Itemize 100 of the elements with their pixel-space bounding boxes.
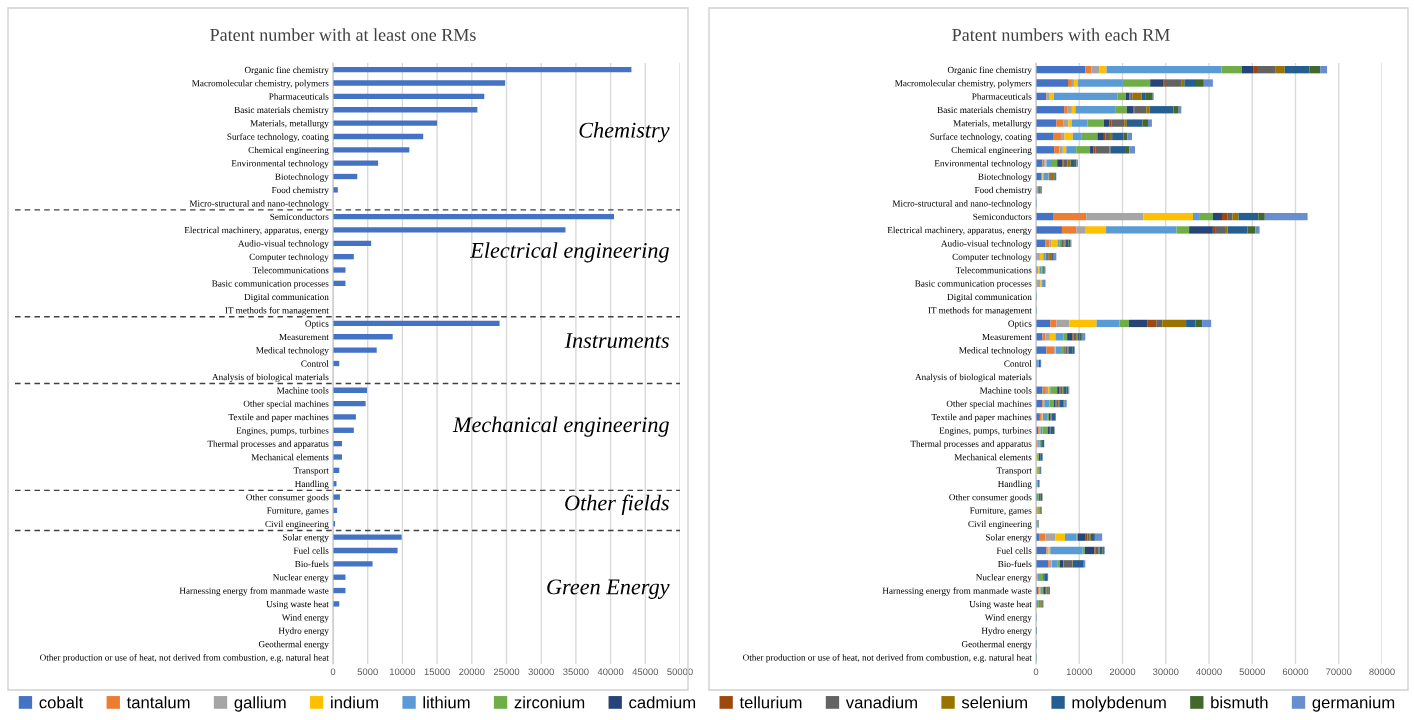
y-tick-label: Geothermal energy xyxy=(961,640,1032,650)
y-tick-label: Optics xyxy=(305,320,329,329)
y-tick-label: Thermal processes and apparatus xyxy=(207,440,329,449)
x-tick-label: 50000 xyxy=(667,668,693,676)
y-tick-label: Electrical machinery, apparatus, energy xyxy=(184,226,329,236)
y-tick-label: Environmental technology xyxy=(231,159,329,169)
y-tick-label: Wind energy xyxy=(984,614,1032,623)
y-tick-label: Food chemistry xyxy=(271,186,329,196)
y-tick-label: Basic communication processes xyxy=(211,280,329,289)
y-tick-label: Computer technology xyxy=(249,253,329,262)
y-tick-label: Audio-visual technology xyxy=(238,240,329,249)
legend-label: gallium xyxy=(234,696,286,712)
legend-label: cadmium xyxy=(629,696,696,709)
y-tick-label: Bio-fuels xyxy=(294,560,329,568)
x-tick-label: 50000 xyxy=(1239,668,1266,676)
chart-title: Patent numbers with each RM xyxy=(952,28,1170,41)
x-tick-label: 40000 xyxy=(597,668,624,676)
legend-label: indium xyxy=(331,696,378,709)
annotation: Other fields xyxy=(565,494,669,515)
y-tick-label: Digital communication xyxy=(947,293,1032,302)
legend-label: cobalt xyxy=(39,696,84,709)
y-tick-label: Analysis of biological materials xyxy=(915,373,1032,383)
x-tick-label: 70000 xyxy=(1326,668,1352,676)
y-tick-label: Mechanical elements xyxy=(251,453,329,461)
y-tick-label: Electrical machinery, apparatus, energy xyxy=(887,226,1032,236)
legend-label: zirconium xyxy=(514,696,585,709)
chart-title: Patent number with at least one RMs xyxy=(210,28,476,41)
y-tick-label: Organic fine chemistry xyxy=(947,66,1032,75)
y-tick-label: Wind energy xyxy=(281,614,329,623)
y-tick-label: Semiconductors xyxy=(270,213,329,220)
y-tick-label: Medical technology xyxy=(959,346,1032,356)
x-tick-label: 30000 xyxy=(528,668,554,676)
y-tick-label: Environmental technology xyxy=(934,159,1032,169)
x-tick-label: 15000 xyxy=(424,668,450,676)
y-tick-label: Geothermal energy xyxy=(258,640,329,650)
y-tick-label: Telecommunications xyxy=(955,266,1032,274)
y-tick-label: Civil engineering xyxy=(968,520,1032,529)
y-tick-label: Bio-fuels xyxy=(997,560,1032,568)
y-tick-label: Biotechnology xyxy=(275,173,329,182)
y-tick-label: Digital communication xyxy=(244,293,329,302)
y-tick-label: Surface technology, coating xyxy=(227,133,329,142)
x-tick-label: 25000 xyxy=(493,668,520,676)
y-tick-label: Micro-structural and nano-technology xyxy=(892,200,1032,209)
y-tick-label: Hydro energy xyxy=(981,627,1032,636)
y-tick-label: Furniture, games xyxy=(969,507,1032,516)
legend-label: molybdenum xyxy=(1072,696,1166,712)
y-tick-label: Mechanical elements xyxy=(954,453,1032,461)
y-tick-label: Optics xyxy=(1008,320,1032,329)
x-tick-label: 80000 xyxy=(1369,668,1395,676)
x-tick-label: 10000 xyxy=(1066,668,1093,676)
annotation: Green Energy xyxy=(547,579,670,599)
y-tick-label: Machine tools xyxy=(979,387,1032,394)
y-tick-label: Engines, pumps, turbines xyxy=(939,427,1032,436)
y-tick-label: Civil engineering xyxy=(265,520,329,529)
y-tick-label: Nuclear energy xyxy=(273,574,329,583)
y-tick-label: Textile and paper machines xyxy=(228,413,329,423)
y-tick-label: Chemical engineering xyxy=(951,146,1032,155)
y-tick-label: Engines, pumps, turbines xyxy=(236,427,329,436)
annotation: Instruments xyxy=(564,333,669,349)
y-tick-label: Surface technology, coating xyxy=(930,133,1032,142)
legend-label: tellurium xyxy=(739,696,802,709)
y-tick-label: Computer technology xyxy=(952,253,1032,262)
x-tick-label: 35000 xyxy=(563,668,589,676)
y-tick-label: Control xyxy=(301,360,329,367)
y-tick-label: Handling xyxy=(294,480,329,489)
y-tick-label: Fuel cells xyxy=(996,547,1032,554)
y-tick-label: Other consumer goods xyxy=(246,493,329,503)
y-tick-label: Telecommunications xyxy=(252,266,329,274)
y-tick-label: Using waste heat xyxy=(266,600,329,610)
y-tick-label: Materials, metallurgy xyxy=(953,119,1032,129)
x-tick-label: 60000 xyxy=(1282,668,1309,676)
y-tick-label: Solar energy xyxy=(283,533,329,543)
x-tick-label: 0 xyxy=(330,668,336,676)
y-tick-label: Furniture, games xyxy=(266,507,329,516)
y-tick-label: IT methods for management xyxy=(225,306,329,316)
y-tick-label: Machine tools xyxy=(276,387,329,394)
x-tick-label: 0 xyxy=(1033,668,1039,676)
y-tick-label: IT methods for management xyxy=(928,306,1032,316)
legend-label: selenium xyxy=(961,696,1027,709)
legend-label: vanadium xyxy=(845,696,917,709)
y-tick-label: Harnessing energy from manmade waste xyxy=(179,587,329,596)
y-tick-label: Transport xyxy=(996,467,1032,476)
legend-label: lithium xyxy=(423,696,470,709)
y-tick-label: Materials, metallurgy xyxy=(250,119,329,129)
y-tick-label: Measurement xyxy=(982,333,1032,341)
y-tick-label: Pharmaceuticals xyxy=(269,93,329,100)
y-tick-label: Other special machines xyxy=(243,400,329,409)
y-tick-label: Micro-structural and nano-technology xyxy=(189,200,329,209)
legend-label: tantalum xyxy=(126,696,190,709)
y-tick-label: Chemical engineering xyxy=(248,146,329,155)
x-tick-label: 10000 xyxy=(389,668,416,676)
y-tick-label: Organic fine chemistry xyxy=(244,66,329,75)
y-tick-label: Other production or use of heat, not derived from combustion, e.g. natural heat xyxy=(743,654,1032,663)
y-tick-label: Analysis of biological materials xyxy=(212,373,329,383)
annotation: Chemistry xyxy=(579,122,670,143)
y-tick-label: Pharmaceuticals xyxy=(972,93,1032,100)
annotation: Mechanical engineering xyxy=(452,416,669,437)
y-tick-label: Macromolecular chemistry, polymers xyxy=(894,79,1032,89)
y-tick-label: Hydro energy xyxy=(278,627,329,636)
y-tick-label: Thermal processes and apparatus xyxy=(910,440,1032,449)
